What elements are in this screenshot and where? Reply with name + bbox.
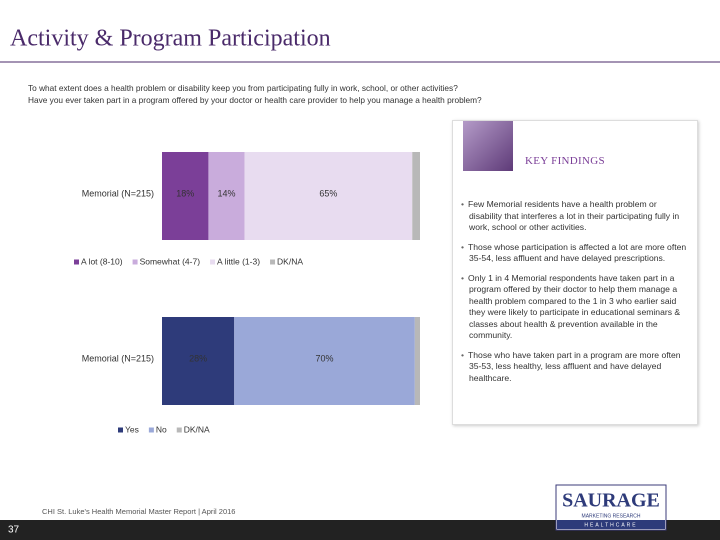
value-label: 18% xyxy=(176,188,194,198)
value-label: 65% xyxy=(319,188,337,198)
legend-swatch xyxy=(118,427,123,433)
logo-sub: HEALTHCARE xyxy=(584,522,637,528)
legend-label: A lot (8-10) xyxy=(81,256,123,266)
legend-label: No xyxy=(156,424,167,434)
legend-label: Yes xyxy=(125,424,139,434)
value-label: 70% xyxy=(316,353,334,363)
category-label: Memorial (N=215) xyxy=(82,353,154,363)
bar-segment xyxy=(162,152,209,240)
findings-image xyxy=(463,121,513,171)
page-number: 37 xyxy=(8,525,20,536)
value-label: 28% xyxy=(189,353,207,363)
legend-label: A little (1-3) xyxy=(217,256,260,266)
legend-swatch xyxy=(74,259,79,265)
legend-swatch xyxy=(176,427,182,433)
legend-swatch xyxy=(148,427,154,433)
slide-title: Activity & Program Participation xyxy=(10,26,331,52)
question: Have you ever taken part in a program of… xyxy=(28,95,482,105)
legend-swatch xyxy=(210,259,216,265)
finding: Few Memorial residents have a health pro… xyxy=(468,199,687,234)
category-label: Memorial (N=215) xyxy=(82,188,154,198)
legend-swatch xyxy=(270,259,276,265)
footer-text: CHI St. Luke's Health Memorial Master Re… xyxy=(42,507,235,516)
footer-bar xyxy=(0,520,720,540)
legend-swatch xyxy=(132,259,138,265)
logo-band xyxy=(557,520,665,529)
question: To what extent does a health problem or … xyxy=(28,83,458,93)
key-findings: KEY FINDINGS Few Memorial residents have… xyxy=(452,120,698,425)
bar-segment xyxy=(414,317,420,405)
bar-segment xyxy=(208,152,245,240)
logo-tagline: MARKETING RESEARCH xyxy=(582,513,641,519)
bar-segment xyxy=(244,152,413,240)
finding: Only 1 in 4 Memorial respondents have ta… xyxy=(468,273,687,342)
findings-heading: KEY FINDINGS xyxy=(525,155,605,167)
legend-label: DK/NA xyxy=(277,256,303,266)
bar-segment xyxy=(162,317,235,405)
value-label: 14% xyxy=(217,188,235,198)
legend-label: Somewhat (4-7) xyxy=(140,256,201,266)
logo-name: SAURAGE xyxy=(562,490,660,512)
bar-segment xyxy=(234,317,415,405)
finding: Those who have taken part in a program a… xyxy=(468,350,687,385)
finding: Those whose participation is affected a … xyxy=(468,242,687,265)
legend-label: DK/NA xyxy=(184,424,210,434)
findings-list: Few Memorial residents have a health pro… xyxy=(453,199,697,392)
bar-segment xyxy=(412,152,420,240)
